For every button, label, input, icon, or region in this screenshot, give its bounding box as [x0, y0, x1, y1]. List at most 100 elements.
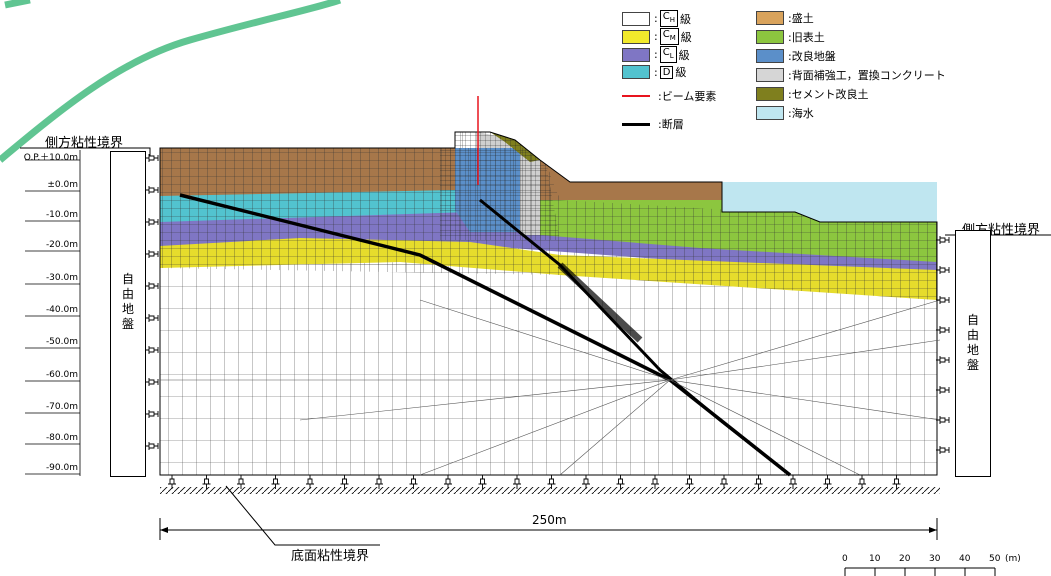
swatch-cm: [622, 29, 650, 44]
swatch-cl: [622, 47, 650, 62]
bottom-damper: [685, 474, 694, 489]
scale-tick-label: 10: [869, 554, 881, 564]
free-ground-right: 自由地盤: [955, 230, 991, 477]
swatch-d: [622, 65, 650, 79]
elevation-ticks: [25, 150, 81, 476]
scale-tick-label: 30: [929, 554, 941, 564]
free-ground-left-label: 自由地盤: [121, 272, 134, 331]
right-damper: [936, 236, 950, 244]
left-damper: [145, 442, 159, 450]
legend-fault: : 断層: [622, 116, 684, 132]
free-ground-left: 自由地盤: [110, 151, 146, 477]
scale-tick-label: 0: [842, 554, 848, 564]
left-damper: [145, 154, 159, 162]
elevation-label: -10.0m: [45, 210, 78, 220]
bottom-damper: [616, 474, 625, 489]
elevation-label: O.P.＋10.0m: [23, 153, 78, 163]
model-outline: [159, 131, 938, 476]
elevation-label: -30.0m: [45, 273, 78, 283]
scale-labels: 0 10 20 30 40 50 (m): [835, 554, 1050, 566]
swatch-ch: [622, 11, 650, 26]
left-damper: [145, 282, 159, 290]
elevation-label: -40.0m: [45, 305, 78, 315]
fault-line-2: [479, 198, 791, 477]
bottom-damper: [202, 474, 211, 489]
legend-cement: : セメント改良土: [756, 86, 869, 102]
beam-line-swatch: [622, 95, 650, 97]
legend-cl: : CL 級: [622, 46, 690, 63]
bottom-boundary-leader: [225, 485, 380, 546]
bottom-damper: [306, 474, 314, 489]
bottom-damper: [547, 474, 556, 489]
bottom-damper: [754, 474, 763, 489]
decorative-green-stroke: [0, 0, 342, 163]
legend-fill: : 盛土: [756, 10, 814, 26]
scale-tick-label: 40: [959, 554, 971, 564]
right-damper: [936, 356, 950, 364]
legend-seawater: : 海水: [756, 105, 814, 121]
legend-d: : D 級: [622, 64, 686, 80]
elevation-label: -80.0m: [45, 433, 78, 443]
left-damper: [145, 410, 159, 418]
scale-unit-label: (m): [1005, 554, 1021, 564]
bottom-damper: [651, 474, 659, 489]
elevation-label: -20.0m: [45, 240, 78, 250]
elevation-column: O.P.＋10.0m ±0.0m -10.0m -20.0m -30.0m -4…: [20, 150, 78, 480]
width-dimension-label: 250m: [532, 513, 567, 527]
right-damper: [936, 446, 950, 454]
bottom-damper: [409, 474, 418, 489]
right-damper: [936, 416, 950, 424]
fault-lines: [160, 193, 941, 477]
elevation-label: -70.0m: [45, 402, 78, 412]
fault-line-swatch: [622, 122, 650, 126]
bottom-damper: [892, 474, 901, 489]
right-dampers: [936, 236, 950, 454]
bottom-hatch: [160, 487, 940, 494]
left-damper: [145, 346, 159, 354]
model-layers: [160, 132, 937, 475]
left-damper: [145, 378, 159, 386]
bottom-dampers: [168, 474, 901, 489]
legend-beam: : ビーム要素: [622, 88, 716, 104]
width-dimension: [159, 518, 938, 540]
left-damper: [145, 314, 159, 322]
bottom-boundary-label: 底面粘性境界: [291, 549, 370, 564]
swatch-fill: [756, 11, 784, 25]
right-damper: [936, 296, 950, 304]
bottom-damper: [513, 474, 521, 489]
left-boundary-leader: [20, 147, 151, 156]
bottom-damper: [478, 474, 487, 489]
bottom-damper: [582, 474, 590, 489]
legend-old-topsoil: : 旧表土: [756, 29, 825, 45]
right-damper: [936, 326, 950, 334]
bottom-damper: [720, 474, 728, 489]
bottom-damper: [444, 474, 452, 489]
elevation-label: ±0.0m: [47, 180, 78, 190]
bottom-damper: [375, 474, 383, 489]
scale-bar: [844, 567, 996, 576]
right-damper: [936, 266, 950, 274]
left-damper: [145, 218, 159, 226]
bottom-damper: [237, 474, 245, 489]
bottom-damper: [271, 474, 280, 489]
legend-backfill: : 背面補強工，置換コンクリート: [756, 67, 946, 83]
bottom-damper: [340, 474, 349, 489]
scale-tick-label: 20: [899, 554, 911, 564]
left-lateral-boundary-label: 側方粘性境界: [45, 136, 124, 151]
swatch-cement: [756, 87, 784, 101]
swatch-backfill: [756, 68, 784, 82]
free-ground-right-label: 自由地盤: [966, 313, 979, 372]
swatch-improved-ground: [756, 49, 784, 63]
bottom-damper: [858, 474, 866, 489]
legend-improved-ground: : 改良地盤: [756, 48, 836, 64]
swatch-old-topsoil: [756, 30, 784, 44]
elevation-label: -50.0m: [45, 337, 78, 347]
legend-ch: : CH 級: [622, 10, 691, 27]
left-dampers: [145, 154, 159, 450]
elevation-label: -90.0m: [45, 463, 78, 473]
bottom-damper: [823, 474, 832, 489]
legend-cm: : CM 級: [622, 28, 692, 45]
bottom-damper: [168, 474, 176, 489]
swatch-seawater: [756, 106, 784, 120]
